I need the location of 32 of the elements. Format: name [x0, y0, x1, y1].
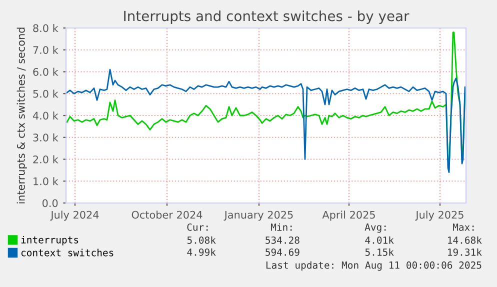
y-tick-label: 3.0 k [33, 133, 58, 142]
x-tick-label: July 2025 [415, 210, 464, 221]
x-tick-label: October 2024 [132, 210, 202, 219]
y-tick-label: 2.0 k [33, 155, 58, 164]
text: 5.15k [365, 248, 394, 256]
y-tick-label: 1.0 k [34, 177, 58, 186]
text: 534.28 [266, 236, 300, 244]
y-tick-label: 8.0 k [33, 24, 58, 32]
text: 19.31k [448, 248, 482, 256]
text: 14.68k [448, 236, 482, 244]
y-axis-title: interrupts & ctx switches / second [16, 28, 27, 204]
y-tick-label: 5.0 k [33, 90, 58, 98]
text: 4.99k [187, 248, 216, 256]
text: Cur: [187, 223, 208, 231]
text: Avg: [364, 224, 386, 233]
text: 4.01k [365, 236, 394, 244]
legend-label: interrupts [21, 236, 78, 246]
chart-title: Interrupts and context switches - by year [124, 10, 410, 24]
y-tick-label: 6.0 k [33, 68, 58, 76]
x-tick-label: July 2024 [50, 210, 99, 221]
text: Max: [452, 224, 474, 231]
line-series [66, 68, 466, 174]
text: 5.08k [187, 236, 216, 244]
x-tick-label: April 2025 [322, 210, 375, 221]
y-tick-label: 0.0 [42, 199, 58, 208]
text: Last update: Mon Aug 11 00:00:06 2025 [266, 261, 482, 271]
text: 594.69 [266, 248, 300, 256]
y-tick-label: 7.0 k [33, 46, 58, 54]
x-tick-label: January 2025 [224, 210, 293, 221]
legend-label: context switches [21, 248, 114, 256]
text: Min: [270, 223, 292, 231]
y-tick-label: 4.0 k [32, 112, 58, 120]
